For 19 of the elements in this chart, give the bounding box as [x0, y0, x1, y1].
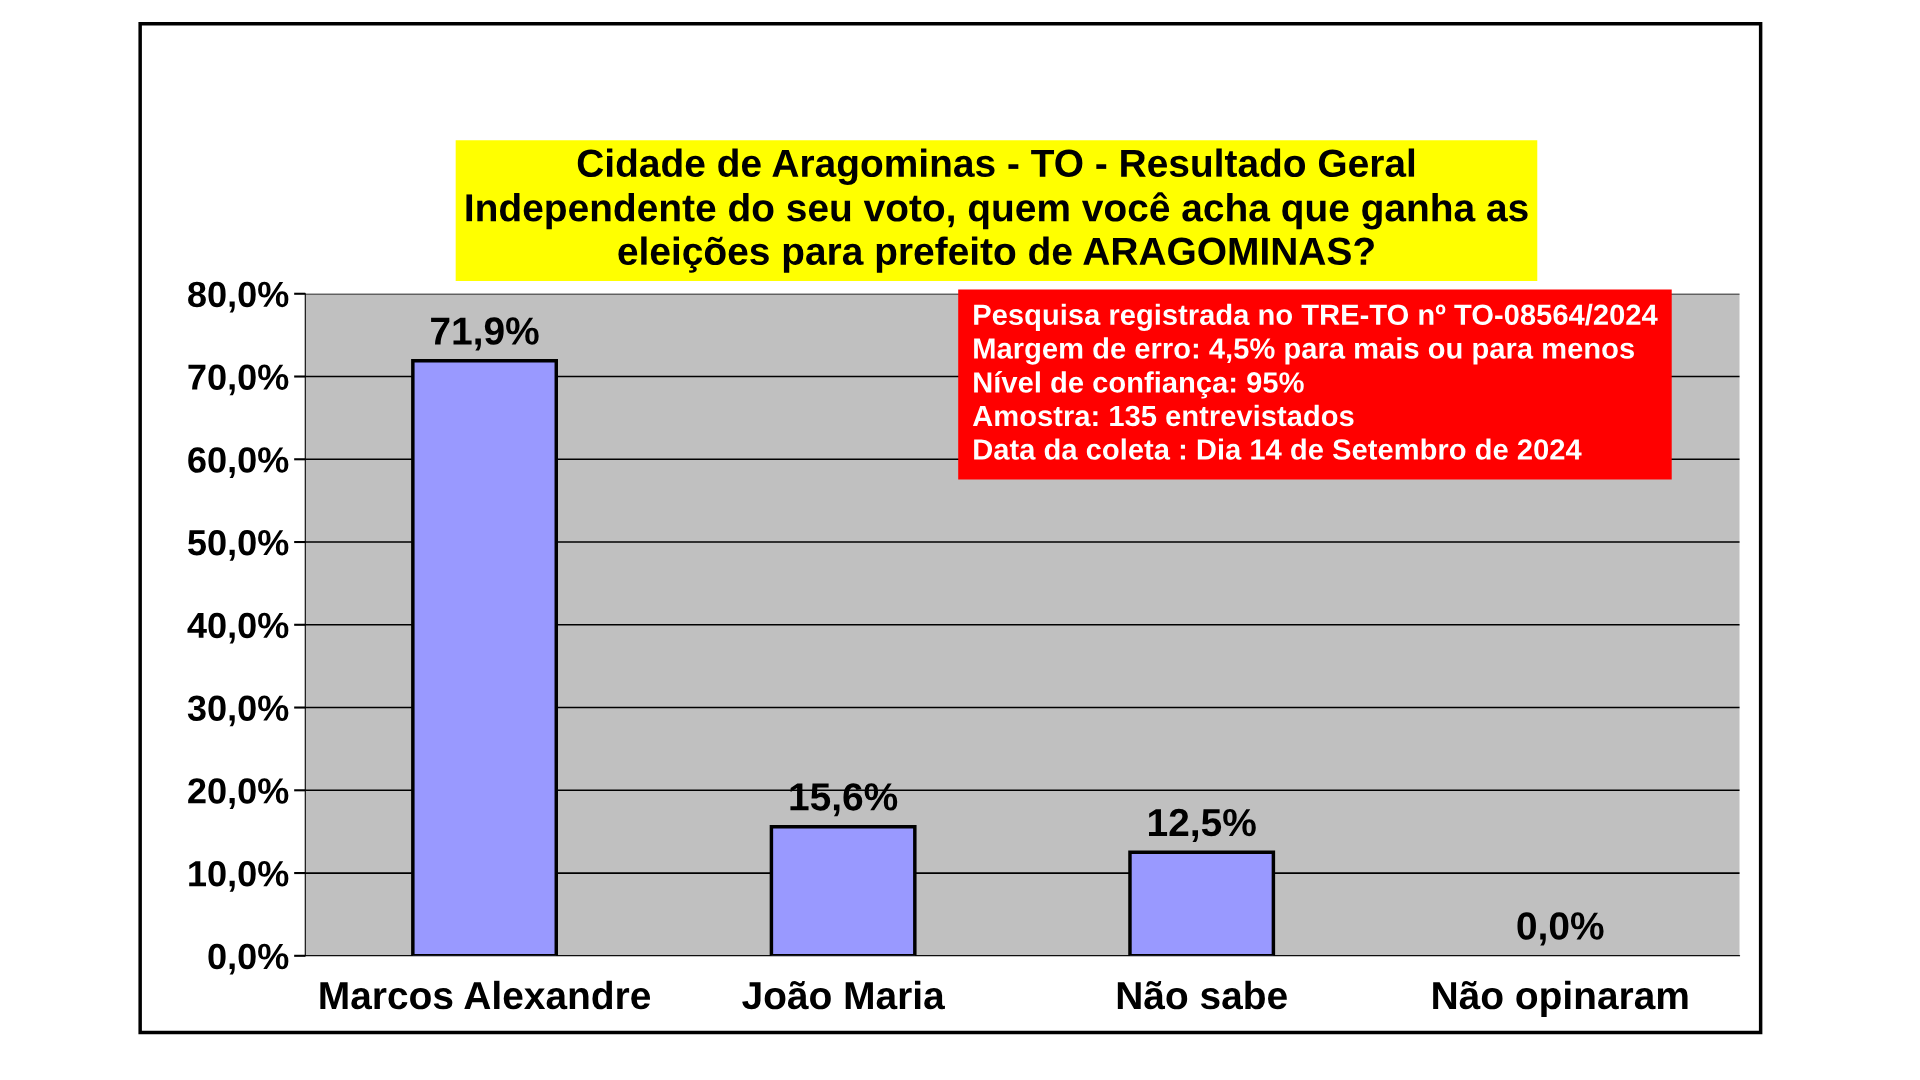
- y-tick-label: 20,0%: [188, 778, 289, 809]
- y-tick-label: 0,0%: [208, 943, 289, 975]
- x-tick-label: Não opinaram: [1433, 980, 1688, 1018]
- data-label: 0,0%: [1517, 912, 1604, 946]
- y-tick-label: 40,0%: [187, 612, 289, 644]
- y-tick-label: 60,0%: [188, 447, 289, 478]
- data-label: 15,6%: [790, 783, 898, 817]
- x-tick-label: Não sabe: [1117, 980, 1287, 1010]
- annotation: Pesquisa registrada no TRE-TO nº TO-08564/2024 Margem de erro: 4,5% para mais ou para menos Nível de confiança: 95% Amostra: 135 entrevistados Data da coleta : Dia 14 de Setembro de 2024: [972, 303, 1658, 460]
- x-tick-label: João Maria: [742, 980, 945, 1010]
- chart-title: Cidade de Aragominas - TO - Resultado Geral Independente do seu voto, quem você acha que ganha as eleições para prefeito de ARAGOMINAS?: [466, 148, 1528, 273]
- data-label: 12,5%: [1149, 808, 1256, 842]
- y-tick-label: 50,0%: [188, 529, 289, 561]
- y-tick-label: 80,0%: [188, 281, 289, 313]
- y-tick-label: 70,0%: [188, 364, 289, 396]
- y-tick-label: 30,0%: [187, 695, 289, 727]
- data-label: 71,9%: [431, 317, 539, 351]
- x-tick-label: Marcos Alexandre: [320, 980, 651, 1010]
- y-tick-label: 10,0%: [189, 860, 289, 892]
